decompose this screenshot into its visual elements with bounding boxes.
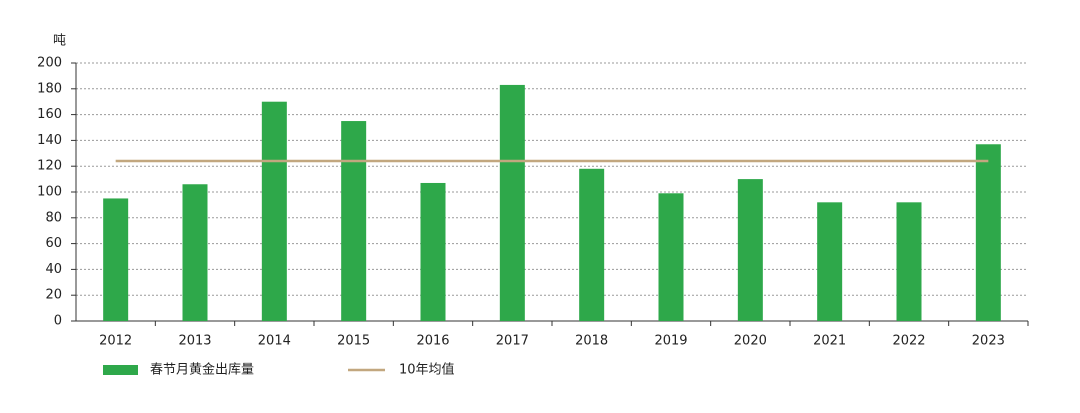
y-tick-label: 100 [37,185,62,200]
x-tick-label: 2019 [654,334,687,349]
y-tick-label: 180 [37,81,62,96]
y-tick-label: 20 [45,288,62,303]
x-tick-label: 2012 [99,334,132,349]
bar [261,101,287,321]
bar [341,121,367,321]
y-tick-label: 200 [37,56,62,71]
x-tick-label: 2015 [337,334,370,349]
x-tick-label: 2022 [892,334,925,349]
bar [103,198,129,321]
y-tick-label: 0 [54,314,62,329]
x-tick-label: 2014 [258,334,291,349]
bar [579,168,605,321]
y-tick-label: 80 [45,210,62,225]
y-axis-label: 吨 [53,34,66,49]
bar [499,84,525,322]
bar [182,184,208,321]
bar [975,144,1001,321]
x-tick-label: 2013 [178,334,211,349]
x-tick-label: 2017 [496,334,529,349]
bar [420,182,446,321]
x-tick-label: 2016 [416,334,449,349]
bar [658,193,684,321]
bar [896,202,922,321]
bar [737,179,763,321]
y-tick-label: 120 [37,159,62,174]
x-tick-label: 2018 [575,334,608,349]
x-tick-label: 2020 [734,334,767,349]
x-tick-label: 2023 [972,334,1005,349]
legend-swatch [103,365,138,375]
y-tick-label: 140 [37,133,62,148]
y-tick-label: 60 [45,236,62,251]
y-tick-label: 40 [45,262,62,277]
x-tick-label: 2021 [813,334,846,349]
legend-label: 10年均值 [399,362,455,378]
bar [817,202,843,321]
legend-label: 春节月黄金出库量 [150,362,254,378]
y-tick-label: 160 [37,107,62,122]
